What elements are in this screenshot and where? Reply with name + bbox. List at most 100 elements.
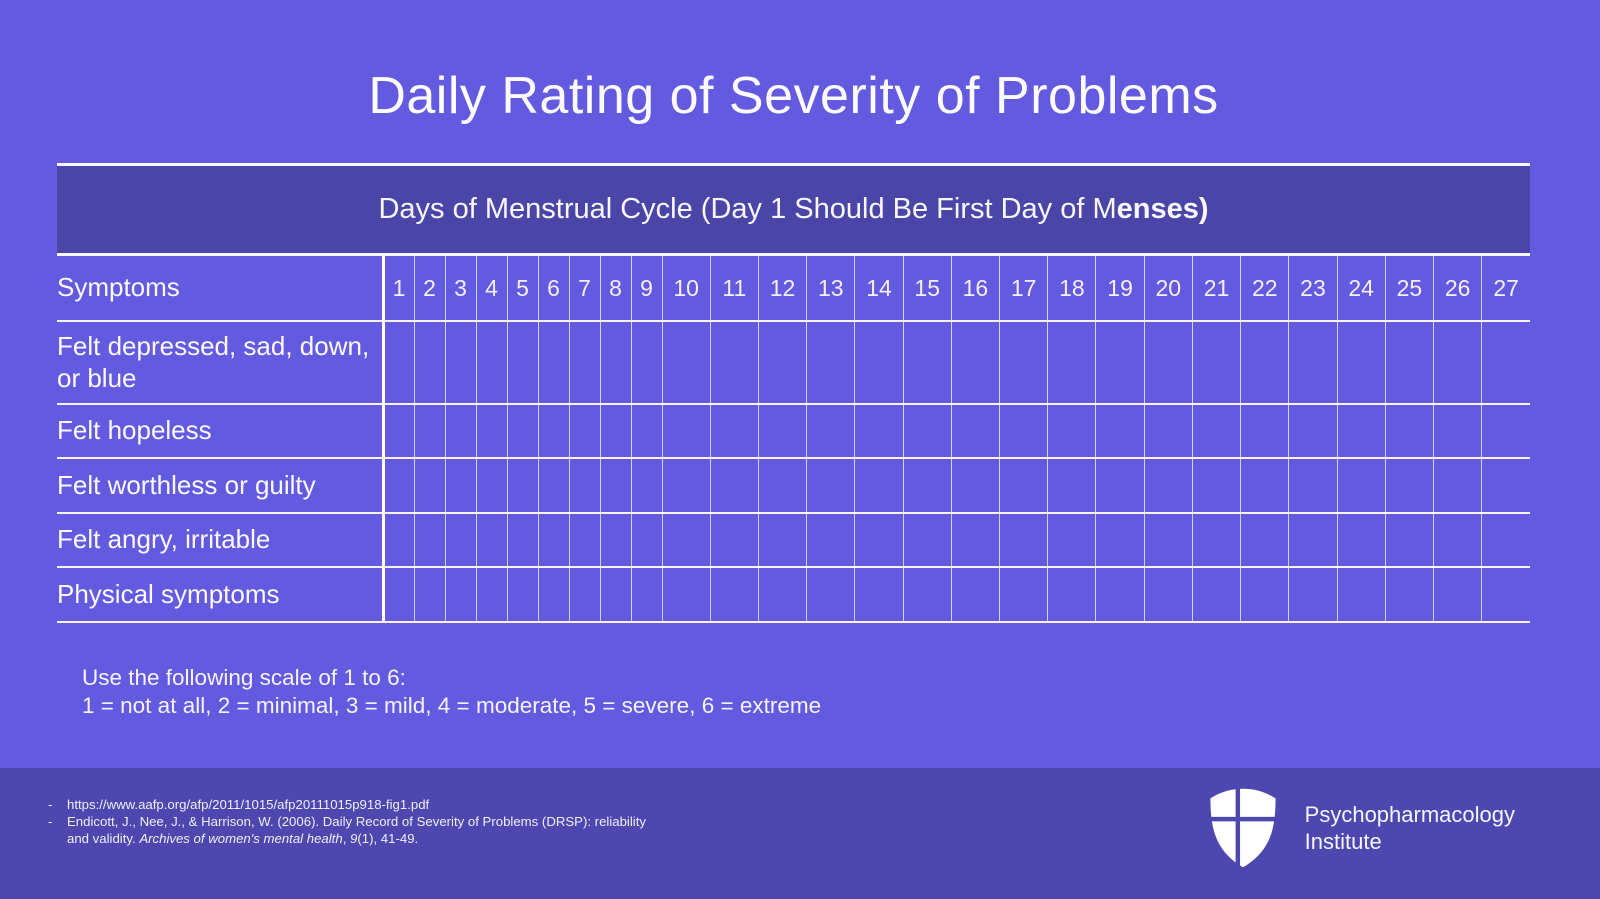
rating-cell: [661, 404, 711, 458]
rating-cell: [1240, 567, 1289, 622]
rating-cell: [806, 321, 855, 404]
day-header-5: 5: [506, 256, 538, 322]
rating-cell: [475, 404, 507, 458]
citation-item-0: - https://www.aafp.org/afp/2011/1015/afp2…: [48, 796, 663, 813]
rating-cell: [854, 567, 904, 622]
rating-cell: [1432, 567, 1482, 622]
rating-cell: [630, 404, 662, 458]
logo-line2: Institute: [1304, 828, 1382, 854]
rating-cell: [537, 404, 569, 458]
rating-cell: [902, 567, 952, 622]
rating-cell: [444, 513, 476, 567]
rating-cell: [630, 567, 662, 622]
symptom-row-4: Physical symptoms: [57, 567, 1530, 622]
rating-cell: [506, 567, 538, 622]
rating-cell: [806, 458, 855, 513]
rating-cell: [1240, 458, 1289, 513]
rating-cell: [381, 567, 414, 622]
scale-note-line2: 1 = not at all, 2 = minimal, 3 = mild, 4…: [82, 693, 822, 718]
rating-cell: [475, 321, 507, 404]
rating-cell: [599, 567, 631, 622]
rating-cell: [806, 513, 855, 567]
citation-text: https://www.aafp.org/afp/2011/1015/afp20…: [67, 797, 430, 812]
table-body: Felt depressed, sad, down, or blue Felt h…: [57, 321, 1530, 622]
rating-cell: [444, 404, 476, 458]
rating-cell: [999, 567, 1048, 622]
rating-cell: [1191, 513, 1241, 567]
rating-cell: [1288, 513, 1338, 567]
day-header-7: 7: [568, 256, 600, 322]
rating-cell: [568, 567, 600, 622]
rating-cell: [1191, 404, 1241, 458]
day-header-6: 6: [537, 256, 569, 322]
rating-cell: [537, 458, 569, 513]
rating-cell: [709, 567, 759, 622]
rating-cell: [506, 404, 538, 458]
day-header-13: 13: [806, 256, 855, 322]
rating-cell: [854, 321, 904, 404]
scale-note: Use the following scale of 1 to 6: 1 = n…: [82, 664, 821, 720]
day-header-19: 19: [1095, 256, 1145, 322]
rating-cell: [599, 321, 631, 404]
rating-cell: [1191, 458, 1241, 513]
cycle-header-text-bold: enses): [1116, 193, 1209, 225]
citation-dash: -: [48, 814, 53, 829]
rating-cell: [537, 567, 569, 622]
rating-cell: [1095, 513, 1145, 567]
cycle-header-text: Days of Menstrual Cycle (Day 1 Should Be…: [378, 193, 1208, 226]
cycle-header-band: Days of Menstrual Cycle (Day 1 Should Be…: [57, 163, 1530, 256]
rating-cell: [475, 458, 507, 513]
rating-cell: [475, 513, 507, 567]
rating-cell: [1432, 513, 1482, 567]
rating-cell: [506, 458, 538, 513]
rating-cell: [1095, 404, 1145, 458]
rating-cell: [630, 321, 662, 404]
rating-cell: [1384, 321, 1434, 404]
rating-cell: [709, 458, 759, 513]
rating-cell: [1240, 513, 1289, 567]
rating-cell: [1143, 458, 1193, 513]
rating-cell: [381, 321, 414, 404]
day-header-15: 15: [902, 256, 952, 322]
rating-cell: [661, 458, 711, 513]
day-header-11: 11: [709, 256, 759, 322]
symptom-label-1: Felt hopeless: [57, 415, 212, 446]
rating-cell: [1384, 567, 1434, 622]
rating-cell: [568, 458, 600, 513]
citation-item-1: - Endicott, J., Nee, J., & Harrison, W. (…: [48, 813, 663, 847]
rating-cell: [568, 404, 600, 458]
rating-cell: [902, 404, 952, 458]
rating-cell: [1288, 321, 1338, 404]
citations-list: - https://www.aafp.org/afp/2011/1015/afp2…: [48, 796, 663, 847]
rating-cell: [950, 458, 1000, 513]
rating-cell: [709, 513, 759, 567]
day-header-14: 14: [854, 256, 904, 322]
rating-cell: [1143, 567, 1193, 622]
rating-cell: [1336, 321, 1386, 404]
rating-cell: [630, 458, 662, 513]
shield-cross-icon: [1205, 785, 1280, 870]
rating-cell: [854, 513, 904, 567]
rating-cell: [757, 458, 807, 513]
rating-cell: [661, 513, 711, 567]
rating-table-section: Days of Menstrual Cycle (Day 1 Should Be…: [57, 163, 1530, 623]
rating-cell: [1384, 404, 1434, 458]
citation-dash: -: [48, 797, 53, 812]
rating-cell: [599, 513, 631, 567]
day-header-24: 24: [1336, 256, 1386, 322]
day-header-2: 2: [413, 256, 445, 322]
rating-cell: [1047, 321, 1096, 404]
day-header-18: 18: [1047, 256, 1096, 322]
rating-cell: [806, 404, 855, 458]
day-header-26: 26: [1432, 256, 1482, 322]
rating-cell: [950, 404, 1000, 458]
symptom-row-2: Felt worthless or guilty: [57, 458, 1530, 513]
rating-cell: [1481, 513, 1530, 567]
rating-cell: [854, 404, 904, 458]
rating-cell: [1240, 404, 1289, 458]
rating-cell: [999, 321, 1048, 404]
symptom-label-3: Felt angry, irritable: [57, 524, 271, 555]
rating-cell: [1481, 567, 1530, 622]
day-header-3: 3: [444, 256, 476, 322]
day-header-12: 12: [757, 256, 807, 322]
